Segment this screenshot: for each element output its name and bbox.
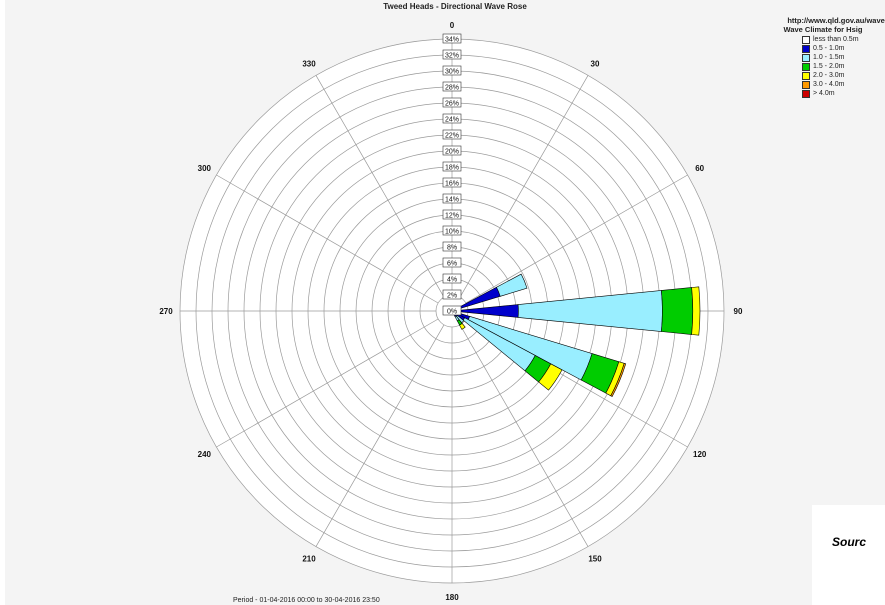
direction-spoke — [465, 174, 688, 304]
svg-text:24%: 24% — [445, 117, 459, 124]
svg-text:26%: 26% — [445, 101, 459, 108]
radial-tick-label: 12% — [442, 209, 462, 220]
sector-segment — [459, 322, 466, 330]
radial-tick-label: 2% — [442, 289, 462, 300]
svg-text:30%: 30% — [445, 69, 459, 76]
sector-segment — [610, 362, 627, 397]
radial-tick-label: 28% — [442, 81, 462, 92]
source-note: Sourc — [832, 535, 867, 549]
legend-swatch — [802, 44, 810, 53]
chart-frame: 0% 2% 4% 6% 8% 10% 12% 14% 16% 18% 20% 22% 24% 26% 28%… — [5, 0, 885, 605]
direction-label: 0 — [450, 21, 455, 30]
svg-text:22%: 22% — [445, 133, 459, 140]
radial-tick-labels: 0% 2% 4% 6% 8% 10% 12% 14% 16% 18% 20% 22% 24% 26% 28%… — [442, 33, 462, 316]
legend-label: less than 0.5m — [813, 36, 859, 43]
radial-tick-label: 22% — [442, 129, 462, 140]
source-note-panel: Sourc — [812, 505, 885, 605]
legend-swatch — [802, 35, 810, 44]
svg-text:2%: 2% — [447, 293, 457, 300]
legend-label: 1.5 - 2.0m — [813, 63, 845, 70]
direction-label: 300 — [198, 164, 212, 173]
legend-source-url[interactable]: http://www.qld.gov.au/waves — [787, 16, 885, 25]
radial-tick-label: 34% — [442, 33, 462, 44]
legend-label: 0.5 - 1.0m — [813, 45, 845, 52]
radial-tick-label: 26% — [442, 97, 462, 108]
legend-label: > 4.0m — [813, 90, 835, 97]
direction-spoke — [459, 75, 589, 298]
radial-tick-label: 32% — [442, 49, 462, 60]
direction-label: 270 — [159, 307, 173, 316]
legend-label: 3.0 - 4.0m — [813, 81, 845, 88]
legend: http://www.qld.gov.au/waves Wave Climate… — [757, 16, 885, 98]
direction-label: 90 — [734, 307, 743, 316]
legend-entries: less than 0.5m 0.5 - 1.0m 1.0 - 1.5m 1.5 - … — [757, 35, 885, 98]
svg-text:12%: 12% — [445, 213, 459, 220]
wave-sectors — [451, 273, 701, 397]
direction-label: 30 — [591, 59, 600, 68]
wave-rose-chart: 0% 2% 4% 6% 8% 10% 12% 14% 16% 18% 20% 22% 24% 26% 28%… — [159, 21, 743, 602]
radial-tick-label: 20% — [442, 145, 462, 156]
legend-swatch — [802, 89, 810, 98]
direction-spoke — [216, 174, 439, 304]
legend-entry: less than 0.5m — [757, 35, 885, 44]
legend-swatch — [802, 80, 810, 89]
svg-text:16%: 16% — [445, 181, 459, 188]
svg-text:0%: 0% — [447, 309, 457, 316]
radial-tick-label: 8% — [442, 241, 462, 252]
svg-text:14%: 14% — [445, 197, 459, 204]
radial-tick-label: 18% — [442, 161, 462, 172]
direction-label: 330 — [302, 59, 316, 68]
radial-tick-label: 24% — [442, 113, 462, 124]
legend-swatch — [802, 62, 810, 71]
sector-segment — [661, 287, 694, 335]
direction-labels: 0 30 60 90 120 150 180 210 240 270 300 330 — [159, 21, 743, 602]
sector-segment — [691, 286, 701, 336]
svg-text:20%: 20% — [445, 149, 459, 156]
svg-text:6%: 6% — [447, 261, 457, 268]
legend-entry: 1.5 - 2.0m — [757, 62, 885, 71]
svg-text:8%: 8% — [447, 245, 457, 252]
legend-heading: Wave Climate for Hsig — [783, 25, 863, 34]
legend-label: 1.0 - 1.5m — [813, 54, 845, 61]
direction-label: 240 — [198, 450, 212, 459]
direction-spoke — [315, 75, 445, 298]
direction-spoke — [216, 318, 439, 448]
legend-entry: > 4.0m — [757, 89, 885, 98]
radial-tick-label: 30% — [442, 65, 462, 76]
legend-entry: 0.5 - 1.0m — [757, 44, 885, 53]
legend-label: 2.0 - 3.0m — [813, 72, 845, 79]
direction-spoke — [315, 324, 445, 547]
legend-entry: 2.0 - 3.0m — [757, 71, 885, 80]
chart-title: Tweed Heads - Directional Wave Rose — [383, 2, 527, 11]
legend-entry: 3.0 - 4.0m — [757, 80, 885, 89]
svg-text:10%: 10% — [445, 229, 459, 236]
radial-tick-label: 4% — [442, 273, 462, 284]
legend-swatch — [802, 71, 810, 80]
sector-segment — [496, 273, 528, 297]
svg-text:34%: 34% — [445, 37, 459, 44]
radial-tick-label: 10% — [442, 225, 462, 236]
direction-label: 180 — [445, 593, 459, 602]
svg-text:28%: 28% — [445, 85, 459, 92]
svg-text:18%: 18% — [445, 165, 459, 172]
radial-tick-label: 16% — [442, 177, 462, 188]
direction-label: 120 — [693, 450, 707, 459]
legend-entry: 1.0 - 1.5m — [757, 53, 885, 62]
radial-tick-label: 14% — [442, 193, 462, 204]
direction-spokes — [180, 39, 724, 583]
direction-spoke — [459, 324, 589, 547]
legend-swatch — [802, 53, 810, 62]
direction-label: 60 — [695, 164, 704, 173]
radial-tick-label: 6% — [442, 257, 462, 268]
period-label: Period - 01-04-2016 00:00 to 30-04-2016 … — [233, 597, 380, 604]
sector-segment — [538, 363, 563, 391]
svg-text:4%: 4% — [447, 277, 457, 284]
direction-label: 150 — [588, 555, 602, 564]
direction-label: 210 — [302, 555, 316, 564]
radial-tick-label: 0% — [442, 305, 462, 316]
svg-text:32%: 32% — [445, 53, 459, 60]
